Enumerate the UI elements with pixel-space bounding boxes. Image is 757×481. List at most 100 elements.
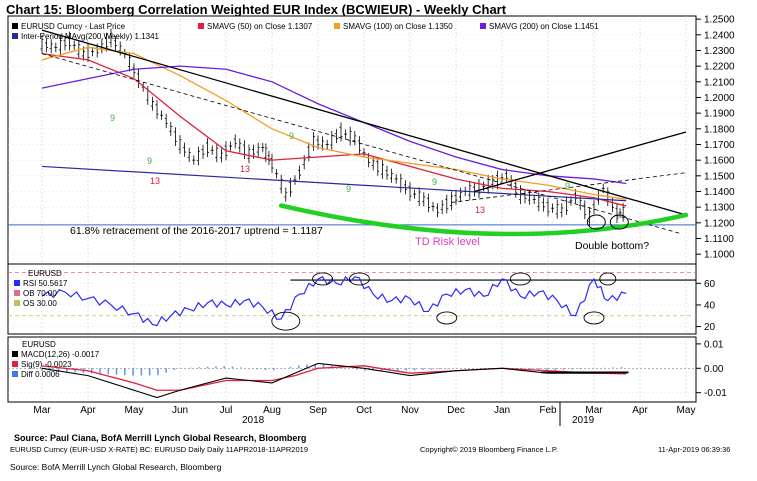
y-tick-label: 1.1300	[704, 203, 735, 214]
y-tick-label: 40	[704, 300, 716, 311]
x-tick-label: Apr	[632, 405, 648, 416]
y-tick-label: 1.1400	[704, 187, 735, 198]
x-tick-label: May	[677, 405, 696, 416]
x-tick-label: Aug	[263, 405, 281, 416]
rsi-line	[41, 275, 627, 327]
y-tick-label: -0.01	[704, 388, 727, 399]
legend-price-label: EURUSD Curncy - Last Price	[21, 22, 126, 31]
legend-ma200-label: SMAVG (200) on Close 1.1451	[489, 22, 599, 31]
y-tick-label: 1.1200	[704, 218, 735, 229]
macd-legend-sig: Sig(9) -0.0023	[21, 360, 72, 369]
ob-swatch	[14, 290, 20, 296]
y-tick-label: 1.1000	[704, 250, 735, 261]
double-bottom-circle	[609, 214, 629, 230]
ma100-line	[41, 46, 627, 200]
plot-layer	[8, 28, 696, 399]
rsi-circle	[509, 272, 531, 286]
y-tick-label: 1.2500	[704, 15, 735, 26]
x-tick-label: Dec	[447, 405, 465, 416]
year-label: 2018	[242, 415, 265, 426]
rsi-panel-frame	[7, 263, 697, 335]
x-tick-label: Mar	[585, 405, 603, 416]
x-tick-label: May	[125, 405, 144, 416]
y-tick-label: 1.1500	[704, 171, 735, 182]
td-count-label: 13	[150, 176, 160, 186]
axis-layer: Mar Apr May Jun Jul Aug Sep Oct Nov Dec Jan Feb Mar A…	[33, 15, 735, 416]
rsi-circle	[348, 272, 370, 286]
y-tick-label: 20	[704, 322, 716, 333]
td-count-label: 9	[346, 184, 351, 194]
macd-panel-frame	[7, 336, 697, 403]
td-count-label: 9	[565, 181, 570, 191]
rsi-legend-rsi: RSI 50.5617	[23, 279, 68, 288]
diff-swatch	[12, 371, 18, 377]
y-tick-label: 0.00	[704, 364, 724, 375]
signal-line	[41, 365, 627, 391]
rsi-legend-os: OS 30.00	[23, 299, 57, 308]
dashed-trendline	[41, 53, 682, 235]
rsi-swatch	[14, 280, 20, 286]
retracement-annotation: 61.8% retracement of the 2016-2017 uptre…	[70, 225, 323, 237]
x-tick-label: Apr	[80, 405, 96, 416]
y-tick-label: 1.1100	[704, 234, 734, 245]
legend-swatch-ma50	[198, 23, 204, 29]
x-tick-label: Nov	[401, 405, 419, 416]
y-tick-label: 1.1900	[704, 109, 735, 120]
macd-legend-macd: MACD(12,26) -0.0017	[21, 350, 100, 359]
sig-swatch	[12, 361, 18, 367]
x-tick-label: Jan	[494, 405, 510, 416]
source-bold: Source: Paul Ciana, BofA Merrill Lynch G…	[14, 433, 307, 443]
support-arc	[278, 203, 689, 237]
y-tick-label: 1.2200	[704, 62, 735, 73]
copyright: Copyright© 2019 Bloomberg Finance L.P.	[420, 445, 558, 454]
year-label: 2019	[572, 415, 595, 426]
legend-interperiod-label: Inter-Period MAvg(200,Weekly) 1.1341	[21, 32, 160, 41]
double-bottom-annotation: Double bottom?	[575, 240, 649, 252]
legend-swatch-ma200	[480, 23, 486, 29]
y-tick-label: 1.1700	[704, 140, 735, 151]
source-footer: Source: BofA Merrill Lynch Global Resear…	[10, 462, 222, 472]
macd-swatch	[12, 351, 18, 357]
y-tick-label: 0.01	[704, 339, 724, 350]
interperiod-line	[41, 165, 627, 202]
td-count-label: 9	[110, 113, 115, 123]
chart-title: Chart 15: Bloomberg Correlation Weighted…	[6, 2, 507, 17]
double-bottom-circle	[586, 214, 606, 230]
os-swatch	[14, 300, 20, 306]
macd-legend-header: EURUSD	[22, 340, 56, 349]
td-count-label: 13	[475, 205, 485, 215]
td-risk-annotation: TD Risk level	[415, 236, 480, 248]
ma200-line	[41, 65, 627, 185]
y-tick-label: 1.1600	[704, 156, 735, 167]
y-tick-label: 1.2300	[704, 46, 735, 57]
macd-line	[41, 362, 627, 399]
legend-ma100-label: SMAVG (100) on Close 1.1350	[343, 22, 453, 31]
legend-ma50-label: SMAVG (50) on Close 1.1307	[207, 22, 313, 31]
y-tick-label: 1.2400	[704, 30, 735, 41]
rsi-circle	[436, 311, 458, 325]
y-tick-label: 1.2000	[704, 93, 735, 104]
rsi-circle	[583, 311, 605, 325]
rsi-circle	[599, 272, 617, 286]
y-tick-label: 1.2100	[704, 77, 735, 88]
price-legend: EURUSD Curncy - Last Price Inter-Period …	[12, 22, 599, 41]
rsi-legend-header: EURUSD	[28, 269, 62, 278]
td-count-label: 9	[147, 156, 152, 166]
ma50-line	[41, 52, 627, 207]
macd-legend-diff: Diff 0.0006	[21, 370, 60, 379]
x-tick-label: Feb	[539, 405, 557, 416]
y-tick-label: 1.1800	[704, 124, 735, 135]
dashed-trendline	[451, 172, 687, 203]
trendline	[474, 131, 687, 193]
rsi-legend: EURUSD RSI 50.5617 OB 70.00 OS 30.00	[14, 269, 68, 308]
x-tick-label: Jul	[220, 405, 233, 416]
x-tick-label: Jun	[172, 405, 188, 416]
x-tick-label: Sep	[309, 405, 327, 416]
legend-swatch-interperiod	[12, 33, 18, 39]
rsi-circle	[312, 272, 334, 286]
bloomberg-line: EURUSD Curncy (EUR-USD X-RATE) BC: EURUS…	[10, 445, 308, 454]
timestamp: 11-Apr-2019 06:39:36	[658, 445, 731, 454]
macd-legend: EURUSD MACD(12,26) -0.0017 Sig(9) -0.002…	[12, 340, 100, 379]
td-count-label: 13	[240, 164, 250, 174]
